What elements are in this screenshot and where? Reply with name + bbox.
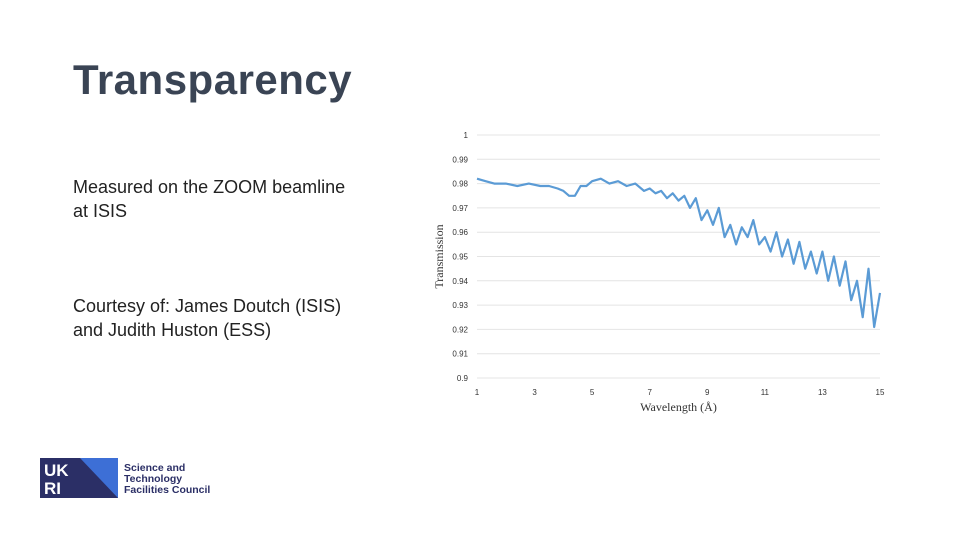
transmission-series-line [476,177,882,329]
measurement-note: Measured on the ZOOM beamline at ISIS [73,175,345,223]
x-axis-title: Wavelength (Å) [640,400,717,414]
ukri-logo-mark: UK RI [40,458,118,498]
y-tick-label: 0.96 [452,228,468,237]
stfc-line-2: Technology [124,473,183,485]
y-tick-label: 0.98 [452,180,468,189]
x-tick-label: 15 [876,388,885,397]
x-tick-label: 7 [647,388,652,397]
x-tick-label: 11 [761,388,770,397]
y-tick-label: 0.9 [457,374,469,383]
stfc-line-3: Facilities Council [124,484,211,496]
y-tick-label: 0.94 [452,277,468,286]
x-tick-label: 1 [475,388,480,397]
y-tick-label: 1 [464,131,469,140]
courtesy-note: Courtesy of: James Doutch (ISIS) and Jud… [73,294,341,342]
x-tick-label: 5 [590,388,595,397]
x-tick-label: 13 [818,388,827,397]
logo-blue-triangle [80,458,118,498]
stfc-line-1: Science and [124,462,186,474]
y-tick-label: 0.92 [452,325,468,334]
x-tick-label: 9 [705,388,710,397]
stfc-wordmark: Science and Technology Facilities Counci… [124,463,210,496]
y-tick-label: 0.99 [452,155,468,164]
measurement-note-line-1: Measured on the ZOOM beamline [73,177,346,197]
y-tick-label: 0.97 [452,204,468,213]
y-axis-title: Transmission [432,224,446,288]
measurement-note-line-2: at ISIS [73,201,128,221]
logo-mark-uk: UK [44,461,69,480]
logo-mark-ri: RI [44,479,61,498]
y-tick-label: 0.95 [452,253,468,262]
x-tick-label: 3 [532,388,537,397]
transmission-chart: 0.9 0.91 0.92 0.93 0.94 0.95 0.96 0.97 0.98 0.99 1… [432,131,885,414]
y-tick-label: 0.91 [452,350,468,359]
y-tick-label: 0.93 [452,301,468,310]
ukri-stfc-logo: UK RI Science and Technology Facilities … [40,458,212,498]
slide-title: Transparency [73,56,353,103]
courtesy-note-line-2: and Judith Huston (ESS) [73,320,272,340]
courtesy-note-line-1: Courtesy of: James Doutch (ISIS) [73,296,342,316]
